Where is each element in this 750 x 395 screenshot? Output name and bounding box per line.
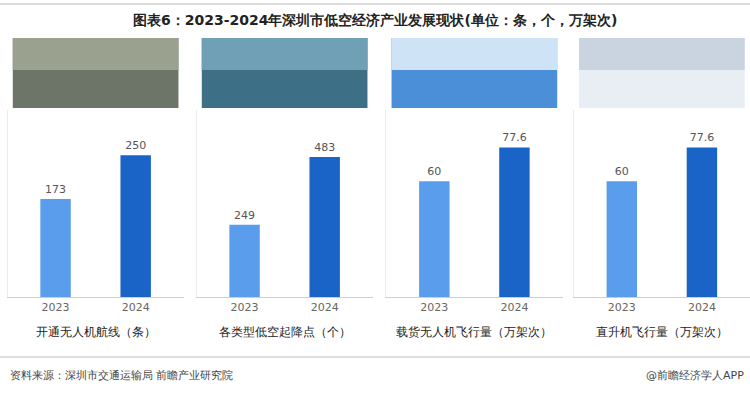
- svg-text:249: 249: [234, 209, 255, 222]
- svg-text:2023: 2023: [231, 301, 259, 314]
- svg-text:60: 60: [615, 165, 629, 178]
- svg-text:2023: 2023: [42, 301, 70, 314]
- svg-text:2024: 2024: [311, 301, 339, 314]
- svg-text:载货无人机飞行量（万架次）: 载货无人机飞行量（万架次）: [396, 325, 552, 339]
- svg-text:2024: 2024: [688, 301, 716, 314]
- svg-text:直升机飞行量（万架次）: 直升机飞行量（万架次）: [596, 325, 728, 339]
- svg-text:2023: 2023: [608, 301, 636, 314]
- svg-text:2024: 2024: [122, 301, 150, 314]
- svg-text:77.6: 77.6: [690, 131, 715, 144]
- svg-text:图表6：2023-2024年深圳市低空经济产业发展现状(单位: 图表6：2023-2024年深圳市低空经济产业发展现状(单位：条，个，万架次): [133, 12, 617, 28]
- svg-text:2024: 2024: [500, 301, 528, 314]
- svg-text:资料来源：深圳市交通运输局 前瞻产业研究院: 资料来源：深圳市交通运输局 前瞻产业研究院: [10, 369, 234, 382]
- svg-text:173: 173: [45, 183, 66, 196]
- svg-text:@前瞻经济学人APP: @前瞻经济学人APP: [646, 369, 744, 382]
- svg-text:2023: 2023: [420, 301, 448, 314]
- svg-text:各类型低空起降点（个）: 各类型低空起降点（个）: [219, 325, 351, 339]
- svg-text:60: 60: [427, 165, 441, 178]
- svg-text:483: 483: [314, 141, 335, 154]
- svg-text:250: 250: [125, 139, 146, 152]
- svg-text:开通无人机航线（条）: 开通无人机航线（条）: [36, 325, 156, 339]
- svg-text:77.6: 77.6: [502, 131, 527, 144]
